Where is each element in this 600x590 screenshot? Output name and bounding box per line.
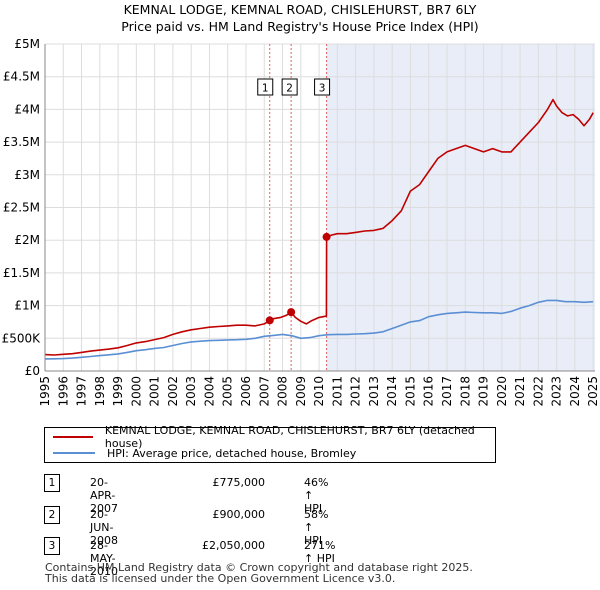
chart-title-line1: KEMNAL LODGE, KEMNAL ROAD, CHISLEHURST, … — [123, 2, 477, 17]
x-tick-label: 2024 — [568, 376, 582, 407]
x-tick-label: 2025 — [586, 376, 600, 407]
sale-marker-box — [314, 78, 331, 96]
x-tick-label: 2019 — [477, 376, 491, 407]
legend-swatch-hpi — [53, 452, 95, 454]
x-tick-label: 1996 — [56, 376, 70, 407]
x-tick-label: 2009 — [294, 376, 308, 407]
x-tick-label: 2023 — [550, 376, 564, 407]
footer-licence: This data is licensed under the Open Gov… — [45, 572, 396, 585]
price-chart: 1 2 3 £0 £500K £1M £1.5M £2M £2.5M £3M £3.5M £4M £4… — [2, 37, 600, 407]
legend-swatch-property — [53, 436, 93, 438]
y-tick-label: £1M — [14, 299, 40, 313]
legend: KEMNAL LODGE, KEMNAL ROAD, CHISLEHURST, … — [44, 424, 496, 463]
sale-marker-number: 1 — [262, 83, 269, 95]
x-tick-label: 2007 — [257, 376, 271, 407]
sale-point — [322, 232, 331, 241]
transaction-number-badge: 3 — [44, 537, 60, 555]
legend-item-hpi: HPI: Average price, detached house, Brom… — [53, 445, 356, 461]
hpi-line — [44, 299, 594, 360]
y-tick-label: £500K — [2, 331, 42, 345]
x-tick-label: 2005 — [221, 376, 235, 407]
x-tick-label: 2013 — [367, 376, 381, 407]
y-tick-label: £1.5M — [3, 266, 40, 280]
x-tick-label: 1995 — [38, 376, 52, 407]
transaction-date: 28-MAY-2010 — [90, 539, 118, 578]
transaction-hpi-change: 58% ↑ HPI — [304, 508, 329, 547]
x-tick-label: 2003 — [184, 376, 198, 407]
transaction-price: £900,000 — [212, 508, 266, 521]
x-tick-label: 1999 — [111, 376, 125, 407]
chart-title-line2: Price paid vs. HM Land Registry's House … — [121, 19, 479, 34]
x-tick-label: 2018 — [458, 376, 472, 407]
x-tick-label: 2001 — [148, 376, 162, 407]
sale-marker-number: 2 — [286, 83, 293, 95]
transaction-number-badge: 2 — [44, 506, 60, 524]
x-tick-label: 2010 — [312, 376, 326, 407]
sale-marker-label: 3 — [314, 78, 331, 96]
y-tick-label: £4M — [14, 102, 40, 116]
footer-copyright: Contains HM Land Registry data © Crown c… — [45, 561, 473, 574]
x-tick-label: 2004 — [202, 376, 216, 407]
x-tick-label: 2016 — [422, 376, 436, 407]
x-tick-label: 1998 — [93, 376, 107, 407]
transaction-date: 20-JUN-2008 — [90, 508, 118, 547]
y-tick-label: £2M — [14, 233, 40, 247]
sale-marker-number: 3 — [319, 83, 326, 95]
x-tick-label: 2002 — [166, 376, 180, 407]
x-tick-label: 2015 — [403, 376, 417, 407]
sale-point — [287, 308, 296, 317]
x-tick-label: 2012 — [349, 376, 363, 407]
x-tick-label: 2006 — [239, 376, 253, 407]
x-tick-label: 2021 — [513, 376, 527, 407]
y-tick-label: £2.5M — [3, 201, 40, 215]
legend-label-property: KEMNAL LODGE, KEMNAL ROAD, CHISLEHURST, … — [104, 424, 475, 450]
sale-marker-label: 1 — [257, 78, 274, 96]
legend-label-hpi: HPI: Average price, detached house, Brom… — [107, 446, 357, 460]
x-tick-label: 2008 — [276, 376, 290, 407]
transaction-number-badge: 1 — [44, 474, 60, 492]
sale-point — [265, 316, 274, 325]
x-tick-label: 1997 — [75, 376, 89, 407]
x-tick-label: 2014 — [385, 376, 399, 407]
y-tick-label: £4.5M — [3, 70, 40, 84]
y-tick-label: £3M — [14, 168, 40, 182]
x-tick-label: 2000 — [129, 376, 143, 407]
transaction-hpi-change: 46% ↑ HPI — [304, 476, 329, 515]
x-tick-label: 2022 — [531, 376, 545, 407]
transaction-hpi-change: 271% ↑ HPI — [304, 539, 336, 565]
sale-marker-label: 2 — [281, 78, 298, 96]
transaction-price: £775,000 — [212, 476, 266, 489]
y-tick-label: £3.5M — [3, 135, 40, 149]
sale-marker-box — [257, 78, 274, 96]
transaction-date: 20-APR-2007 — [90, 476, 118, 515]
x-tick-label: 2020 — [495, 376, 509, 407]
y-tick-label: £5M — [14, 37, 40, 51]
x-tick-label: 2017 — [440, 376, 454, 407]
sale-marker-box — [281, 78, 298, 96]
y-tick-label: £0 — [25, 364, 40, 378]
x-tick-label: 2011 — [330, 376, 344, 407]
transaction-price: £2,050,000 — [202, 539, 265, 552]
legend-item-property: KEMNAL LODGE, KEMNAL ROAD, CHISLEHURST, … — [53, 424, 495, 450]
property-price-line — [44, 98, 594, 356]
